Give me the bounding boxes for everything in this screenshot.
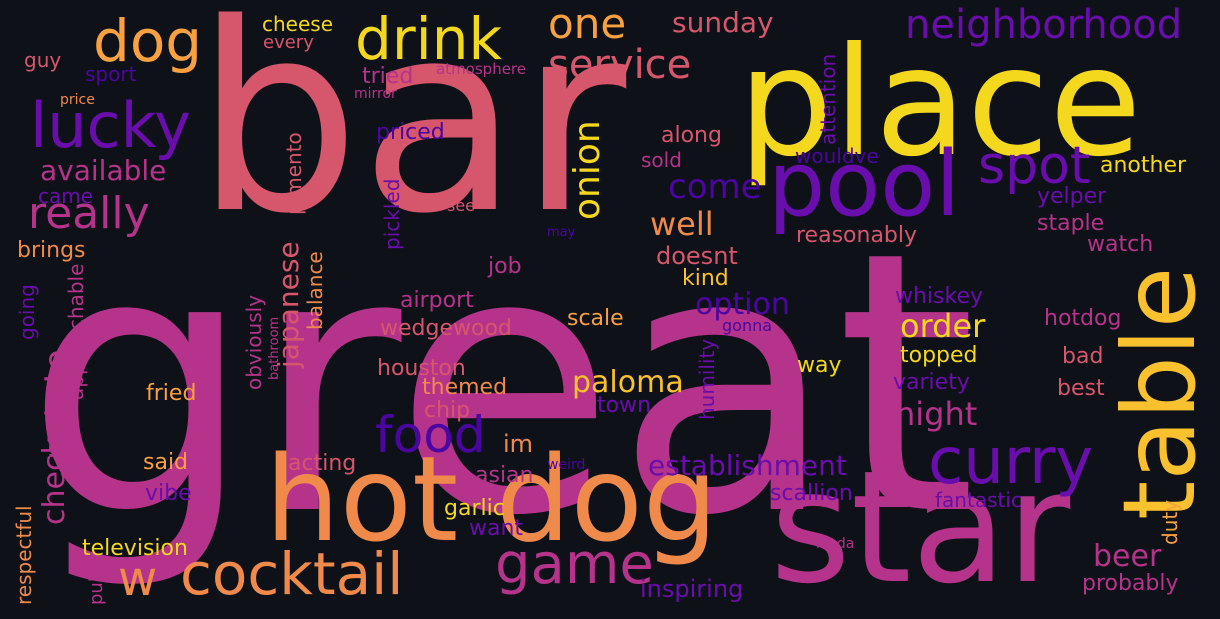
word-spot: spot [978,136,1091,196]
word-balance: balance [303,251,327,330]
word-star: star [770,437,1071,618]
word-attention: attention [816,53,840,145]
word-may: may [547,225,576,240]
word-really: really [28,188,150,239]
word-food: food [375,406,486,464]
word-guy: guy [24,48,62,72]
word-atmosphere: atmosphere [436,60,526,78]
word-w: w [118,551,158,607]
word-scallion: scallion [770,481,853,506]
word-bar: bar [195,0,627,271]
word-topped: topped [900,343,978,368]
word-night: night [895,395,978,433]
word-drink: drink [355,5,503,73]
word-hot-dog: hot dog [265,430,718,568]
word-variety: variety [893,370,970,395]
word-lucky: lucky [30,89,191,162]
word-order: order [900,307,986,345]
word-available: available [40,154,167,187]
word-bad: bad [1062,344,1104,369]
word-cocktail: cocktail [180,540,404,608]
word-going: going [15,284,39,340]
word-pickled: pickled [380,178,404,250]
word-place: place [738,16,1142,190]
word-beer: beer [1093,539,1162,574]
word-great: great [25,175,977,594]
word-respectful: respectful [12,505,36,605]
word-probably: probably [1082,571,1179,596]
word-priced: priced [376,120,445,145]
word-hotdog: hotdog [1044,306,1122,331]
word-duty: duty [1158,499,1182,545]
word-yelper: yelper [1037,184,1107,209]
word-job: job [488,254,522,279]
word-check: check [37,437,72,525]
word-curry: curry [928,425,1094,499]
word-acting: acting [288,451,357,476]
word-wouldve: wouldve [795,144,879,168]
word-vibe: vibe [145,481,192,506]
word-houston: houston [377,356,466,381]
word-way: way [797,353,842,378]
word-town: town [597,393,652,418]
word-kinda: kinda [816,536,855,552]
word-want: want [469,516,524,541]
word-pub: pub [86,570,107,605]
word-television: television [82,536,188,561]
word-im: im [503,430,534,458]
word-whiskey: whiskey [895,284,984,309]
word-table: table [1101,266,1218,520]
word-asian: asian [475,463,534,488]
word-obviously: obviously [242,294,266,390]
word-humility: humility [695,338,719,420]
word-along: along [661,123,722,148]
word-pimento: pimento [282,132,306,215]
word-wedgewood: wedgewood [380,316,512,341]
word-chip: chip [424,398,471,423]
word-sold: sold [641,148,682,172]
word-gonna: gonna [722,316,773,335]
word-fantastic: fantastic [935,488,1022,512]
word-said: said [143,450,189,475]
word-fried: fried [146,381,197,406]
word-sport: sport [85,62,137,86]
word-dog: dog [93,7,203,75]
word-see: see [447,196,476,215]
word-bathroom: bathroom [267,316,282,380]
word-staple: staple [1037,211,1105,236]
word-every: every [263,32,314,53]
word-paloma: paloma [572,365,684,400]
word-mirror: mirror [354,86,397,102]
word-establishment: establishment [648,449,847,482]
word-themed: themed [422,375,508,400]
word-service: service [548,42,692,88]
word-another: another [1100,153,1187,178]
word-weird: weird [547,457,586,473]
word-inspiring: inspiring [640,575,744,603]
word-neighborhood: neighborhood [905,2,1183,48]
word-game: game [495,532,654,597]
word-cheese: cheese [262,12,334,36]
word-scale: scale [567,306,624,331]
word-pool: pool [768,132,961,237]
word-come: come [668,167,762,207]
word-price: price [60,92,95,108]
word-kind: kind [682,266,729,291]
word-approachable: approachable [64,263,88,400]
word-option: option [695,287,790,322]
word-watch: watch [1087,232,1154,257]
word-doesnt: doesnt [656,242,738,270]
word-tried: tried [362,64,414,89]
word-brings: brings [17,238,86,263]
word-best: best [1057,376,1105,401]
word-onion: onion [567,120,608,220]
word-airport: airport [400,288,474,313]
word-one: one [548,0,627,48]
word-reasonably: reasonably [796,223,918,248]
word-sunday: sunday [672,6,774,39]
word-garlic: garlic [444,496,505,521]
word-well: well [650,205,714,243]
word-came: came [38,184,94,208]
